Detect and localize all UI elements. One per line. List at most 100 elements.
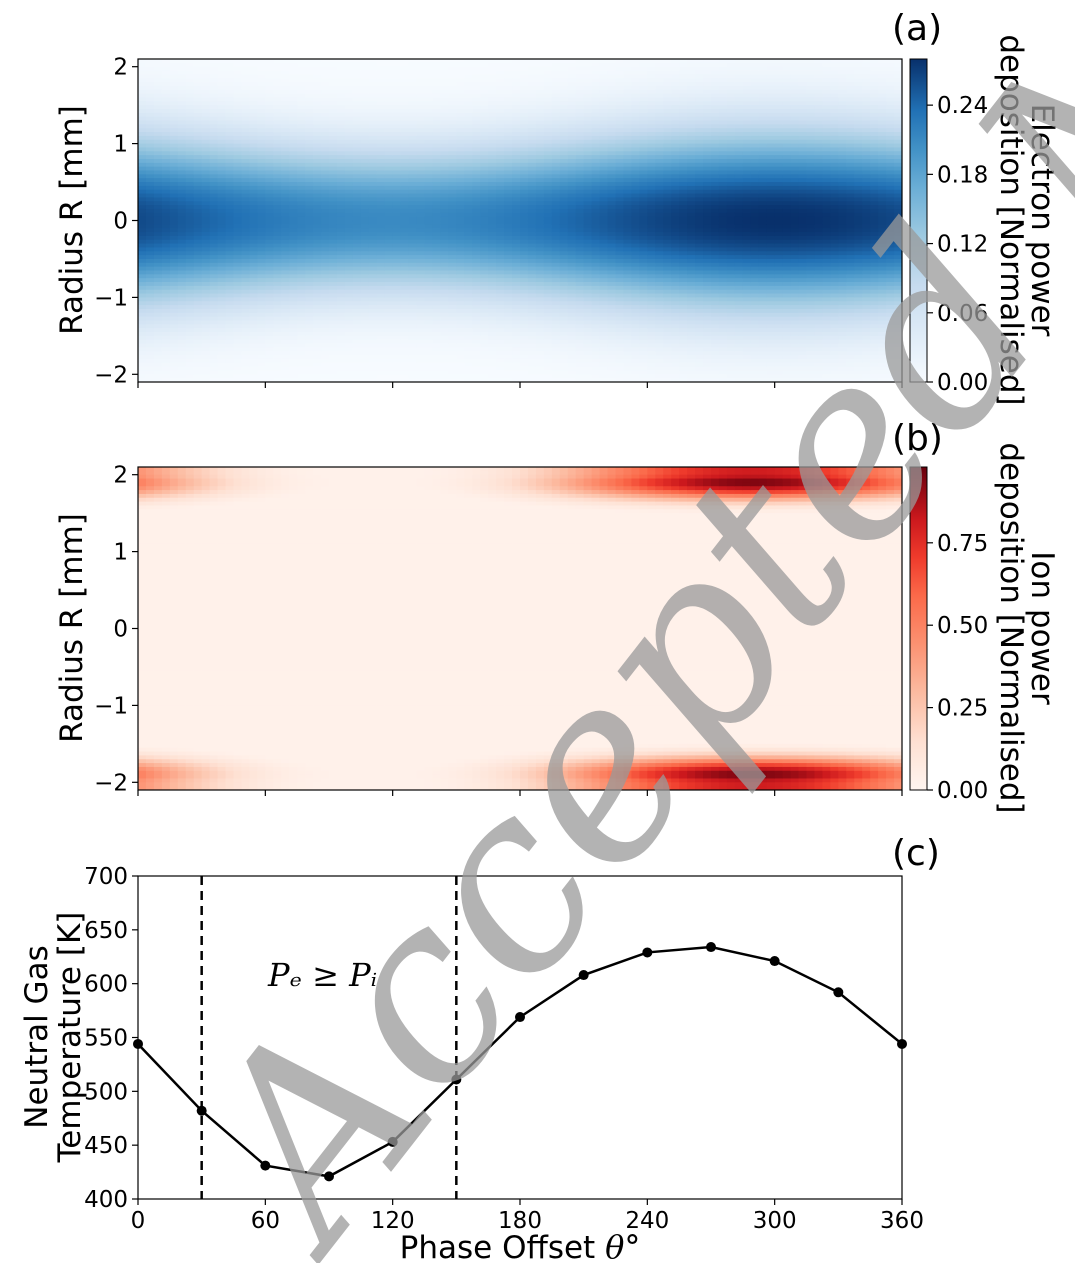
heatmap-cell bbox=[169, 128, 179, 133]
heatmap-cell bbox=[257, 105, 266, 110]
heatmap-cell bbox=[591, 335, 601, 341]
heatmap-cell bbox=[392, 120, 402, 125]
heatmap-cell bbox=[273, 66, 282, 72]
heatmap-cell bbox=[249, 301, 258, 306]
heatmap-cell bbox=[344, 101, 354, 106]
heatmap-cell bbox=[400, 205, 410, 210]
heatmap-cell bbox=[265, 201, 274, 206]
heatmap-cell bbox=[249, 82, 258, 87]
heatmap-cell bbox=[344, 147, 354, 152]
heatmap-cell bbox=[480, 78, 489, 83]
heatmap-cell bbox=[336, 182, 346, 187]
heatmap-cell bbox=[551, 266, 561, 272]
heatmap-cell bbox=[352, 358, 362, 364]
heatmap-cell bbox=[512, 358, 521, 364]
heatmap-cell bbox=[265, 347, 274, 352]
heatmap-cell bbox=[233, 105, 243, 110]
heatmap-cell bbox=[575, 266, 585, 272]
heatmap-cell bbox=[209, 112, 219, 118]
heatmap-cell bbox=[209, 339, 219, 345]
heatmap-cell bbox=[464, 59, 473, 64]
heatmap-cell bbox=[575, 366, 585, 372]
heatmap-cell bbox=[440, 151, 449, 156]
heatmap-cell bbox=[416, 258, 426, 264]
heatmap-cell bbox=[416, 178, 426, 183]
heatmap-cell bbox=[607, 155, 617, 160]
heatmap-cell bbox=[289, 328, 298, 333]
heatmap-cell bbox=[273, 278, 282, 283]
heatmap-cell bbox=[185, 320, 195, 325]
heatmap-cell bbox=[496, 128, 505, 133]
heatmap-cell bbox=[551, 170, 561, 175]
heatmap-cell bbox=[416, 278, 426, 283]
heatmap-cell bbox=[400, 201, 410, 206]
heatmap-cell bbox=[344, 243, 354, 249]
heatmap-cell bbox=[185, 312, 195, 318]
heatmap-cell bbox=[360, 182, 370, 187]
heatmap-cell bbox=[392, 274, 402, 279]
heatmap-cell bbox=[233, 124, 243, 129]
heatmap-cell bbox=[440, 374, 449, 379]
heatmap-cell bbox=[321, 182, 330, 187]
heatmap-cell bbox=[352, 147, 362, 152]
heatmap-cell bbox=[336, 189, 346, 195]
heatmap-cell bbox=[416, 293, 426, 299]
heatmap-cell bbox=[161, 332, 171, 337]
heatmap-cell bbox=[543, 251, 553, 256]
heatmap-cell bbox=[225, 266, 235, 272]
heatmap-cell bbox=[543, 108, 553, 114]
heatmap-cell bbox=[257, 282, 266, 287]
heatmap-cell bbox=[297, 116, 306, 122]
heatmap-cell bbox=[201, 316, 211, 322]
heatmap-cell bbox=[392, 224, 402, 229]
heatmap-cell bbox=[305, 270, 314, 275]
heatmap-cell bbox=[169, 274, 179, 279]
heatmap-cell bbox=[504, 97, 513, 102]
heatmap-cell bbox=[241, 266, 251, 272]
heatmap-cell bbox=[185, 378, 195, 382]
heatmap-cell bbox=[209, 162, 219, 168]
heatmap-cell bbox=[512, 174, 521, 179]
heatmap-cell bbox=[249, 128, 258, 133]
heatmap-cell bbox=[543, 74, 553, 79]
heatmap-cell bbox=[599, 285, 609, 291]
heatmap-cell bbox=[400, 143, 410, 149]
heatmap-cell bbox=[472, 216, 481, 222]
heatmap-cell bbox=[440, 70, 449, 75]
heatmap-cell bbox=[488, 193, 497, 199]
heatmap-cell bbox=[145, 139, 155, 145]
heatmap-cell bbox=[512, 351, 521, 356]
heatmap-cell bbox=[559, 158, 569, 164]
heatmap-cell bbox=[599, 378, 609, 382]
heatmap-cell bbox=[432, 324, 442, 329]
heatmap-cell bbox=[217, 70, 227, 75]
heatmap-cell bbox=[329, 216, 338, 222]
heatmap-cell bbox=[416, 216, 426, 222]
heatmap-cell bbox=[161, 162, 171, 168]
heatmap-cell bbox=[591, 124, 601, 129]
heatmap-cell bbox=[352, 324, 362, 329]
heatmap-cell bbox=[456, 174, 465, 179]
heatmap-cell bbox=[360, 220, 370, 225]
heatmap-cell bbox=[527, 74, 537, 79]
heatmap-cell bbox=[249, 193, 258, 199]
heatmap-cell bbox=[217, 266, 227, 272]
heatmap-cell bbox=[567, 251, 577, 256]
heatmap-cell bbox=[225, 151, 235, 156]
heatmap-cell bbox=[145, 358, 155, 364]
heatmap-cell bbox=[376, 239, 386, 245]
heatmap-cell bbox=[504, 351, 513, 356]
heatmap-cell bbox=[583, 139, 593, 145]
heatmap-cell bbox=[297, 270, 306, 275]
heatmap-cell bbox=[480, 182, 489, 187]
heatmap-cell bbox=[153, 332, 163, 337]
heatmap-cell bbox=[583, 132, 593, 137]
heatmap-cell bbox=[265, 208, 274, 214]
heatmap-cell bbox=[169, 78, 179, 83]
heatmap-cell bbox=[376, 332, 386, 337]
heatmap-cell bbox=[201, 266, 211, 272]
heatmap-cell bbox=[201, 220, 211, 225]
heatmap-cell bbox=[297, 332, 306, 337]
heatmap-cell bbox=[329, 89, 338, 95]
heatmap-cell bbox=[472, 289, 481, 295]
